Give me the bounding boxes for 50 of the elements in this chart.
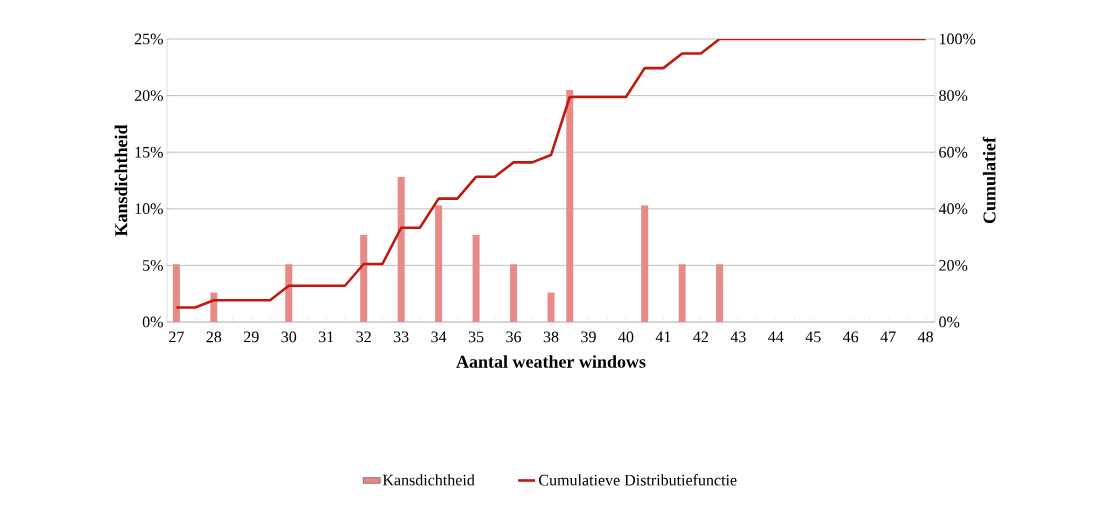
- x-tick-label: 42: [693, 331, 708, 343]
- y-axis-title: Kansdichtheid: [114, 124, 128, 237]
- x-tick-label: 45: [805, 331, 821, 343]
- bar: [641, 205, 649, 322]
- y2-tick-label: 40%: [938, 203, 968, 215]
- y2-tick-label: 0%: [939, 316, 960, 328]
- y-tick-label: 10%: [135, 203, 163, 215]
- x-axis-title: Aantal weather windows: [456, 355, 646, 368]
- x-tick-label: 38: [543, 331, 559, 343]
- bar: [472, 234, 480, 322]
- x-tick-label: 32: [356, 331, 371, 343]
- x-tick-label: 31: [318, 331, 334, 343]
- y2-tick-label: 60%: [939, 146, 968, 158]
- y-tick-label: 20%: [134, 90, 163, 102]
- y2-tick-label: 100%: [939, 33, 976, 45]
- y2-axis-title: Cumulatief: [982, 136, 996, 224]
- x-tick-label: 35: [468, 331, 484, 343]
- x-tick-label: 36: [506, 331, 522, 343]
- x-tick-label: 43: [730, 331, 746, 343]
- y2-tick-label: 80%: [939, 90, 968, 102]
- bar: [566, 89, 574, 322]
- y-tick-label: 25%: [134, 33, 163, 45]
- y-tick-label: 5%: [143, 259, 163, 271]
- bar: [547, 292, 555, 322]
- legend-label: Cumulatieve Distributiefunctie: [539, 474, 737, 486]
- x-tick-label: 46: [843, 331, 859, 343]
- x-tick-label: 40: [618, 331, 634, 343]
- bar: [435, 205, 443, 322]
- y2-tick-label: 20%: [939, 259, 968, 271]
- bar: [172, 264, 180, 322]
- bar: [678, 264, 686, 322]
- bar: [510, 264, 518, 322]
- bar: [285, 264, 293, 322]
- x-tick-label: 29: [244, 331, 259, 343]
- bar: [360, 234, 368, 322]
- x-tick-label: 39: [581, 331, 596, 343]
- x-tick-label: 34: [431, 331, 447, 343]
- x-tick-label: 41: [655, 331, 671, 343]
- y-tick-label: 15%: [135, 146, 163, 158]
- x-tick-label: 33: [393, 331, 409, 343]
- bar: [716, 264, 724, 322]
- legend-label: Kansdichtheid: [382, 474, 475, 486]
- x-tick-label: 28: [206, 331, 222, 343]
- x-tick-label: 48: [917, 331, 934, 343]
- bar: [397, 177, 405, 322]
- x-tick-label: 47: [880, 331, 896, 343]
- y-tick-label: 0%: [142, 316, 163, 328]
- x-tick-label: 44: [768, 331, 784, 343]
- x-tick-label: 30: [281, 331, 297, 343]
- x-tick-label: 27: [169, 331, 184, 343]
